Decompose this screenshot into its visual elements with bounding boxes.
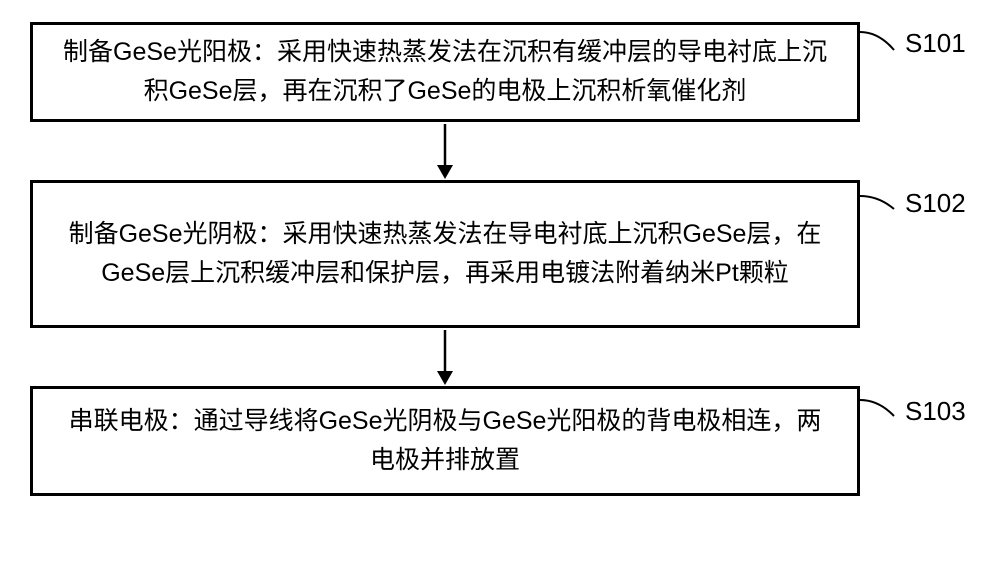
flow-step-s101: 制备GeSe光阳极：采用快速热蒸发法在沉积有缓冲层的导电衬底上沉积GeSe层，再…: [30, 22, 860, 122]
label-connector: [858, 30, 896, 52]
flow-step-s103: 串联电极：通过导线将GeSe光阴极与GeSe光阳极的背电极相连，两电极并排放置: [30, 386, 860, 496]
label-connector: [858, 398, 896, 418]
step-label-s101: S101: [905, 28, 966, 59]
step-text: 串联电极：通过导线将GeSe光阴极与GeSe光阳极的背电极相连，两电极并排放置: [57, 402, 833, 480]
label-connector: [858, 194, 896, 211]
flow-arrow: [431, 328, 459, 386]
step-label-s103: S103: [905, 396, 966, 427]
step-label-s102: S102: [905, 188, 966, 219]
flow-step-s102: 制备GeSe光阴极：采用快速热蒸发法在导电衬底上沉积GeSe层，在GeSe层上沉…: [30, 180, 860, 328]
flow-arrow: [431, 122, 459, 180]
step-text: 制备GeSe光阳极：采用快速热蒸发法在沉积有缓冲层的导电衬底上沉积GeSe层，再…: [61, 33, 829, 111]
flowchart-container: 制备GeSe光阳极：采用快速热蒸发法在沉积有缓冲层的导电衬底上沉积GeSe层，再…: [30, 22, 860, 496]
step-text: 制备GeSe光阴极：采用快速热蒸发法在导电衬底上沉积GeSe层，在GeSe层上沉…: [57, 215, 833, 293]
